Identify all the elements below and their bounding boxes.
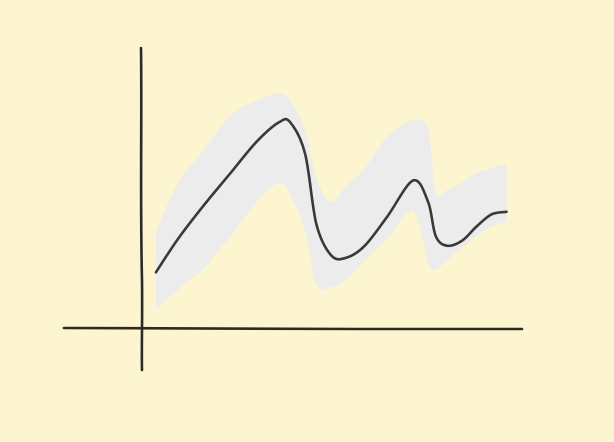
series-line: [154, 117, 508, 274]
confidence-band: [155, 93, 507, 309]
x-axis: [62, 326, 524, 331]
axes: [62, 46, 524, 372]
plot-area: [154, 93, 508, 309]
y-axis: [139, 46, 144, 372]
